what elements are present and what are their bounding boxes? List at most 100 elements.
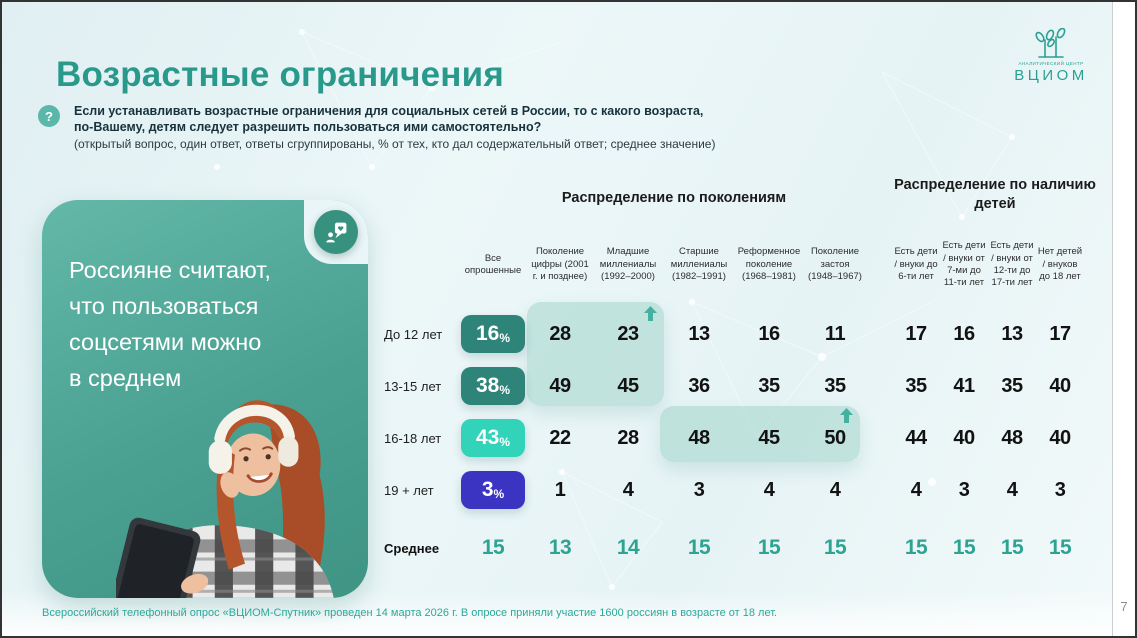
badge-value: 16 <box>475 322 500 345</box>
table-cell: 4 <box>622 478 634 501</box>
total-badge: 43 % <box>461 419 525 457</box>
card-line: в среднем <box>69 365 182 391</box>
row-label: До 12 лет <box>384 326 443 342</box>
badge-value: 43 <box>475 426 500 449</box>
table-cell: 44 <box>905 426 927 449</box>
question-block: ? Если устанавливать возрастные ограниче… <box>38 103 715 151</box>
col-header-generation: Младшие миллениалы (1992–2000) <box>599 246 657 283</box>
table-cell: 4 <box>829 478 841 501</box>
mean-cell: 15 <box>823 536 847 559</box>
col-header-generation: Поколение цифры (2001 г. и позднее) <box>531 246 589 283</box>
table-cell: 49 <box>549 374 571 397</box>
question-line2: по-Вашему, детям следует разрешить польз… <box>74 120 542 134</box>
table-cell: 11 <box>824 322 846 345</box>
col-header-generation: Старшие миллениалы (1982–1991) <box>670 246 728 283</box>
badge-unit: % <box>493 486 505 501</box>
total-badge: 16 % <box>461 315 525 353</box>
table-cell: 45 <box>617 374 639 397</box>
page-number: 7 <box>1120 599 1128 614</box>
table-cell: 3 <box>958 478 970 501</box>
col-header-children: Есть дети / внуки от 7-ми до 11-ти лет <box>942 240 986 289</box>
table-cell: 13 <box>688 322 710 345</box>
page-margin-column: 7 <box>1112 2 1135 636</box>
col-header-generation: Поколение застоя (1948–1967) <box>808 246 862 283</box>
generations-group-title: Распределение по поколениям <box>561 190 787 206</box>
background-mesh-decoration <box>214 29 1015 590</box>
row-label: 19 + лет <box>384 482 434 498</box>
table-cell: 16 <box>758 322 780 345</box>
table-cell: 35 <box>1001 374 1023 397</box>
col-header-children: Нет детей / внуков до 18 лет <box>1037 246 1083 283</box>
table-header-row: Все опрошенные Поколение цифры (2001 г. … <box>384 222 1084 308</box>
table-cell: 16 <box>953 322 975 345</box>
children-group-title: Распределение по наличию детей <box>894 177 1096 212</box>
table-cell: 35 <box>824 374 846 397</box>
table-cell: 40 <box>1049 426 1071 449</box>
card-notch <box>304 200 368 264</box>
vciom-logo: АНАЛИТИЧЕСКИЙ ЦЕНТР ВЦИОМ <box>1012 28 1090 84</box>
mean-cell: 15 <box>687 536 711 559</box>
survey-footnote: Всероссийский телефонный опрос «ВЦИОМ-Сп… <box>42 607 778 619</box>
table-cell: 13 <box>1001 322 1023 345</box>
table-cell: 35 <box>758 374 780 397</box>
table-cell: 17 <box>905 322 927 345</box>
slide: Возрастные ограничения АНАЛИТИЧЕСКИЙ ЦЕН… <box>2 2 1112 636</box>
card-statement: Россияне считают, что пользоваться соцсе… <box>69 252 271 396</box>
row-label: 16-18 лет <box>384 430 442 446</box>
col-header-generation: Реформенное поколение (1968–1981) <box>737 246 801 283</box>
table-cell: 1 <box>554 478 566 501</box>
vciom-tree-icon <box>1035 28 1066 58</box>
row-label: 13-15 лет <box>384 378 442 394</box>
up-arrow-icon <box>840 408 853 423</box>
table-cell: 28 <box>617 426 639 449</box>
mean-cell: 15 <box>904 536 928 559</box>
page-title: Возрастные ограничения <box>56 55 504 95</box>
highlight-box-older-generations <box>660 406 860 462</box>
table-cell: 48 <box>1001 426 1023 449</box>
col-header-children: Есть дети / внуки до 6-ти лет <box>894 246 938 283</box>
mean-cell: 15 <box>481 536 505 559</box>
card-line: соцсетями можно <box>69 329 262 355</box>
total-badge: 38 % <box>461 367 525 405</box>
person-speech-bubble-icon <box>314 210 358 254</box>
table-cell: 3 <box>693 478 705 501</box>
card-line: Россияне считают, <box>69 257 271 283</box>
table-cell: 28 <box>549 322 571 345</box>
mean-cell: 15 <box>757 536 781 559</box>
logo-subtitle: АНАЛИТИЧЕСКИЙ ЦЕНТР <box>1018 61 1084 66</box>
badge-value: 38 <box>475 374 500 397</box>
col-header-children: Есть дети / внуки от 12-ти до 17-ти лет <box>990 240 1034 289</box>
table-cell: 36 <box>688 374 710 397</box>
logo-name: ВЦИОМ <box>1014 67 1088 84</box>
table-cell: 35 <box>905 374 927 397</box>
mean-cell: 13 <box>548 536 572 559</box>
up-arrow-icon <box>644 306 657 321</box>
table-cell: 41 <box>953 374 975 397</box>
mean-row-label: Среднее <box>384 540 440 556</box>
table-cell: 4 <box>910 478 922 501</box>
table-body: До 12 лет 16 % 28 23 13 16 11 17 16 13 1… <box>384 302 1084 580</box>
mean-cell: 15 <box>952 536 976 559</box>
table-cell: 17 <box>1049 322 1071 345</box>
table-cell: 23 <box>617 322 639 345</box>
table-cell: 3 <box>1054 478 1066 501</box>
table-cell: 40 <box>1049 374 1071 397</box>
girl-photo-illustration <box>116 400 334 598</box>
card-highlight-value: с 15 лет <box>69 592 189 598</box>
insight-card: Россияне считают, что пользоваться соцсе… <box>42 200 368 598</box>
badge-unit: % <box>499 434 511 449</box>
mean-cell: 14 <box>616 536 640 559</box>
badge-unit: % <box>499 382 511 397</box>
table-cell: 4 <box>763 478 775 501</box>
col-header-respondents: Все опрошенные <box>464 252 522 276</box>
mean-cell: 15 <box>1048 536 1072 559</box>
table-cell: 22 <box>549 426 571 449</box>
table-cell: 48 <box>688 426 710 449</box>
question-note: (открытый вопрос, один ответ, ответы сгр… <box>74 137 716 151</box>
badge-value: 3 <box>481 478 494 501</box>
card-line: что пользоваться <box>69 293 259 319</box>
table-cell: 50 <box>824 426 846 449</box>
table-cell: 45 <box>758 426 780 449</box>
question-text: Если устанавливать возрастные ограничени… <box>74 103 715 135</box>
